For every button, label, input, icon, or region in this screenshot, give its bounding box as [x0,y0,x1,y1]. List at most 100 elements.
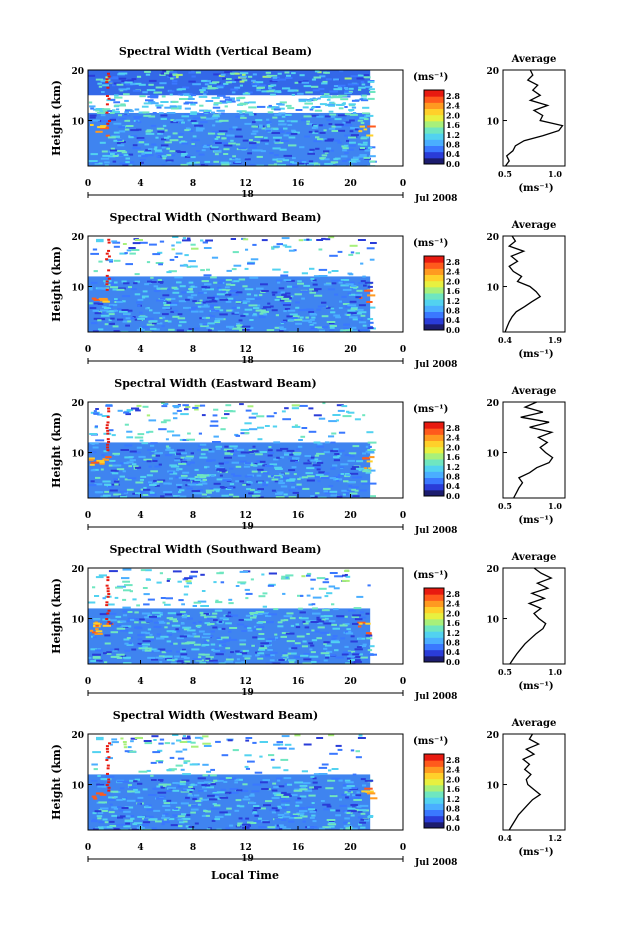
panel-3: Spectral Width (Eastward Beam)Height (km… [50,377,566,536]
y-tick-label: 20 [71,565,84,575]
heatmap-cell [278,473,284,476]
heatmap-cell [182,737,191,740]
heatmap-cell [252,85,258,87]
heatmap-cell [168,270,177,273]
heatmap-cell [306,475,315,478]
heatmap-cell [111,806,118,809]
heatmap-cell [99,110,105,113]
x-tick-label: 4 [137,843,143,853]
heatmap-cell [353,607,362,610]
heatmap-cell [105,110,113,112]
heatmap-cell [145,307,149,310]
heatmap-cell [105,745,109,748]
average-x-tick-label: 1.9 [548,335,562,345]
heatmap-cell [244,588,250,591]
heatmap-cell [289,313,298,316]
heatmap-cell [331,432,337,435]
heatmap-cell [283,310,287,313]
heatmap-cell [202,482,208,485]
heatmap-cell [319,103,327,106]
heatmap-cell [137,304,141,307]
heatmap-cell [168,482,172,485]
panel-4: Spectral Width (Southward Beam)Height (k… [50,543,566,702]
heatmap-cell [187,629,196,632]
heatmap-cell [172,782,179,784]
heatmap-cell [233,447,237,450]
heatmap-cell [190,826,195,828]
heatmap-cell [113,655,120,658]
average-x-axis-title: (ms⁻¹) [518,349,553,360]
heatmap-cell [116,624,122,627]
heatmap-cell [225,615,233,618]
heatmap-cell [362,643,367,646]
heatmap-cell [256,621,263,624]
heatmap-cell [148,79,157,82]
heatmap-cell [316,460,320,463]
heatmap-cell [181,142,189,145]
heatmap-cell [312,163,321,166]
heatmap-cell [336,495,343,498]
heatmap-cell [344,152,349,154]
heatmap-cell [225,279,232,281]
heatmap-cell [267,584,275,587]
heatmap-cell [133,116,142,118]
heatmap-cell [100,157,110,160]
heatmap-cell [203,745,212,747]
heatmap-cell [307,826,311,829]
heatmap-cell [289,661,295,663]
heatmap-cell [96,240,104,243]
heatmap-cell [116,468,125,471]
heatmap-cell [157,479,166,482]
heatmap-cell [221,137,225,140]
heatmap-cell [352,614,362,617]
heatmap-cell [315,147,320,150]
heatmap-cell [360,314,366,317]
heatmap-cell [90,153,98,156]
heatmap-cell [116,150,126,152]
heatmap-cell [241,823,251,826]
heatmap-cell [197,803,202,806]
heatmap-cell [361,99,369,102]
heatmap-cell [164,655,173,658]
heatmap-cell [97,785,105,788]
heatmap-cell [262,472,270,475]
heatmap-cell [239,643,246,646]
heatmap-cell [112,325,119,328]
heatmap-cell [295,301,300,304]
heatmap-cell [206,623,211,626]
heatmap-cell [316,737,324,739]
heatmap-cell [98,328,104,331]
heatmap-cell [281,115,286,118]
heatmap-cell [290,132,298,135]
heatmap-cell [215,653,224,656]
heatmap-cell [193,601,202,604]
heatmap-cell [198,798,208,801]
heatmap-cell [330,467,336,470]
heatmap-cell [241,661,247,664]
heatmap-cell [367,80,375,83]
x-tick-label: 0 [85,345,91,355]
heatmap-cell [357,318,364,321]
heatmap-cell [256,89,261,92]
heatmap-cell [146,129,153,132]
heatmap-cell [182,820,188,823]
heatmap-cell [250,258,259,261]
heatmap-cell [107,136,116,139]
heatmap-cell [111,116,117,119]
heatmap-cell [271,789,278,792]
heatmap-cell [136,446,142,449]
heatmap-cell [236,804,241,807]
heatmap-cell [327,103,335,106]
heatmap-cell [329,90,338,93]
heatmap-cell [137,638,143,641]
heatmap-cell [299,784,308,787]
heatmap-cell [131,288,137,291]
heatmap-cell [272,116,278,119]
heatmap-cell [226,613,230,616]
heatmap-cell [337,87,343,89]
heatmap-cell [176,409,182,412]
colorbar-swatch [424,483,444,491]
heatmap-cell [165,448,174,451]
heatmap-cell [92,309,99,312]
heatmap-cell [347,148,354,151]
